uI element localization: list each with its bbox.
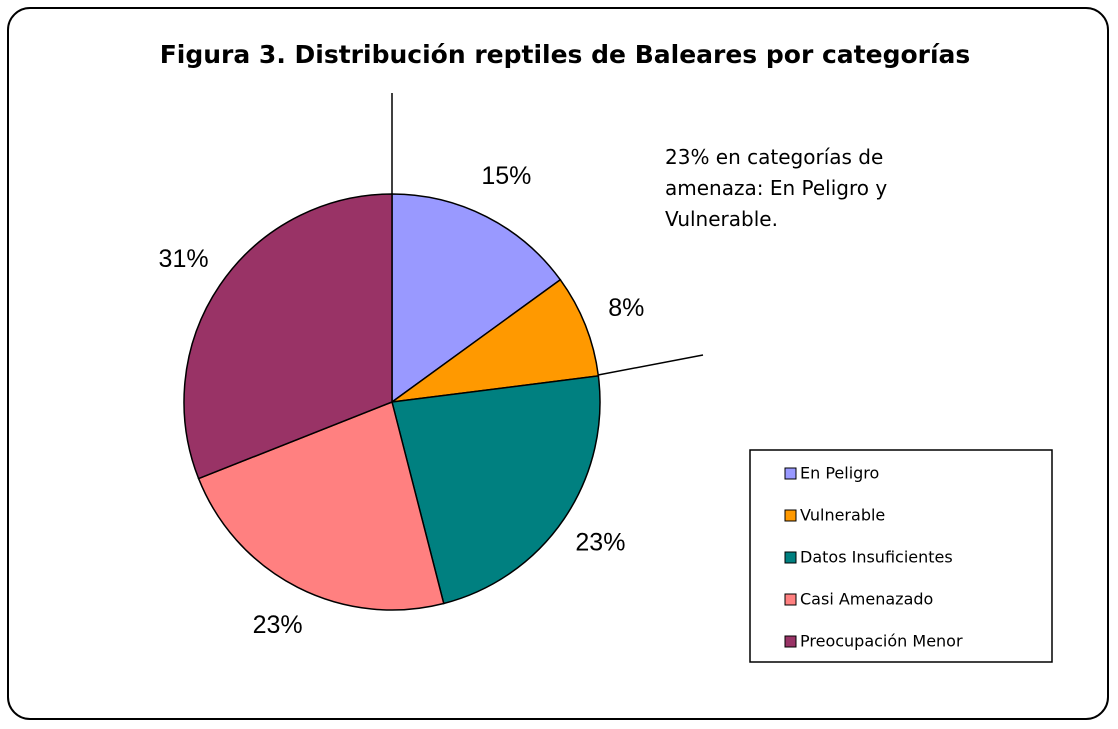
data-label: 23% <box>575 528 625 556</box>
annotation: 23% en categorías de amenaza: En Peligro… <box>665 145 888 231</box>
legend-swatch <box>784 509 797 522</box>
legend-label: Datos Insuficientes <box>800 548 953 567</box>
data-label: 8% <box>608 294 644 322</box>
pie-slice <box>391 193 562 404</box>
legend-label: Casi Amenazado <box>800 590 933 609</box>
legend-label: En Peligro <box>800 464 879 483</box>
legend-swatch <box>784 593 797 606</box>
legend-label: Preocupación Menor <box>800 632 963 651</box>
data-label: 15% <box>481 162 531 190</box>
legend-swatch <box>784 551 797 564</box>
legend-swatch <box>784 635 797 648</box>
legend-box <box>749 449 1053 663</box>
legend-swatch <box>784 467 797 480</box>
data-label: 23% <box>253 611 303 639</box>
pie-slice <box>391 278 600 403</box>
legend-label: Vulnerable <box>800 506 885 525</box>
chart-title: Figura 3. Distribución reptiles de Balea… <box>159 40 971 69</box>
pie-slice <box>183 193 393 480</box>
pie-slice <box>391 375 601 605</box>
annotation-line <box>597 354 704 376</box>
data-label: 31% <box>159 245 209 273</box>
pie-slice <box>197 400 445 611</box>
